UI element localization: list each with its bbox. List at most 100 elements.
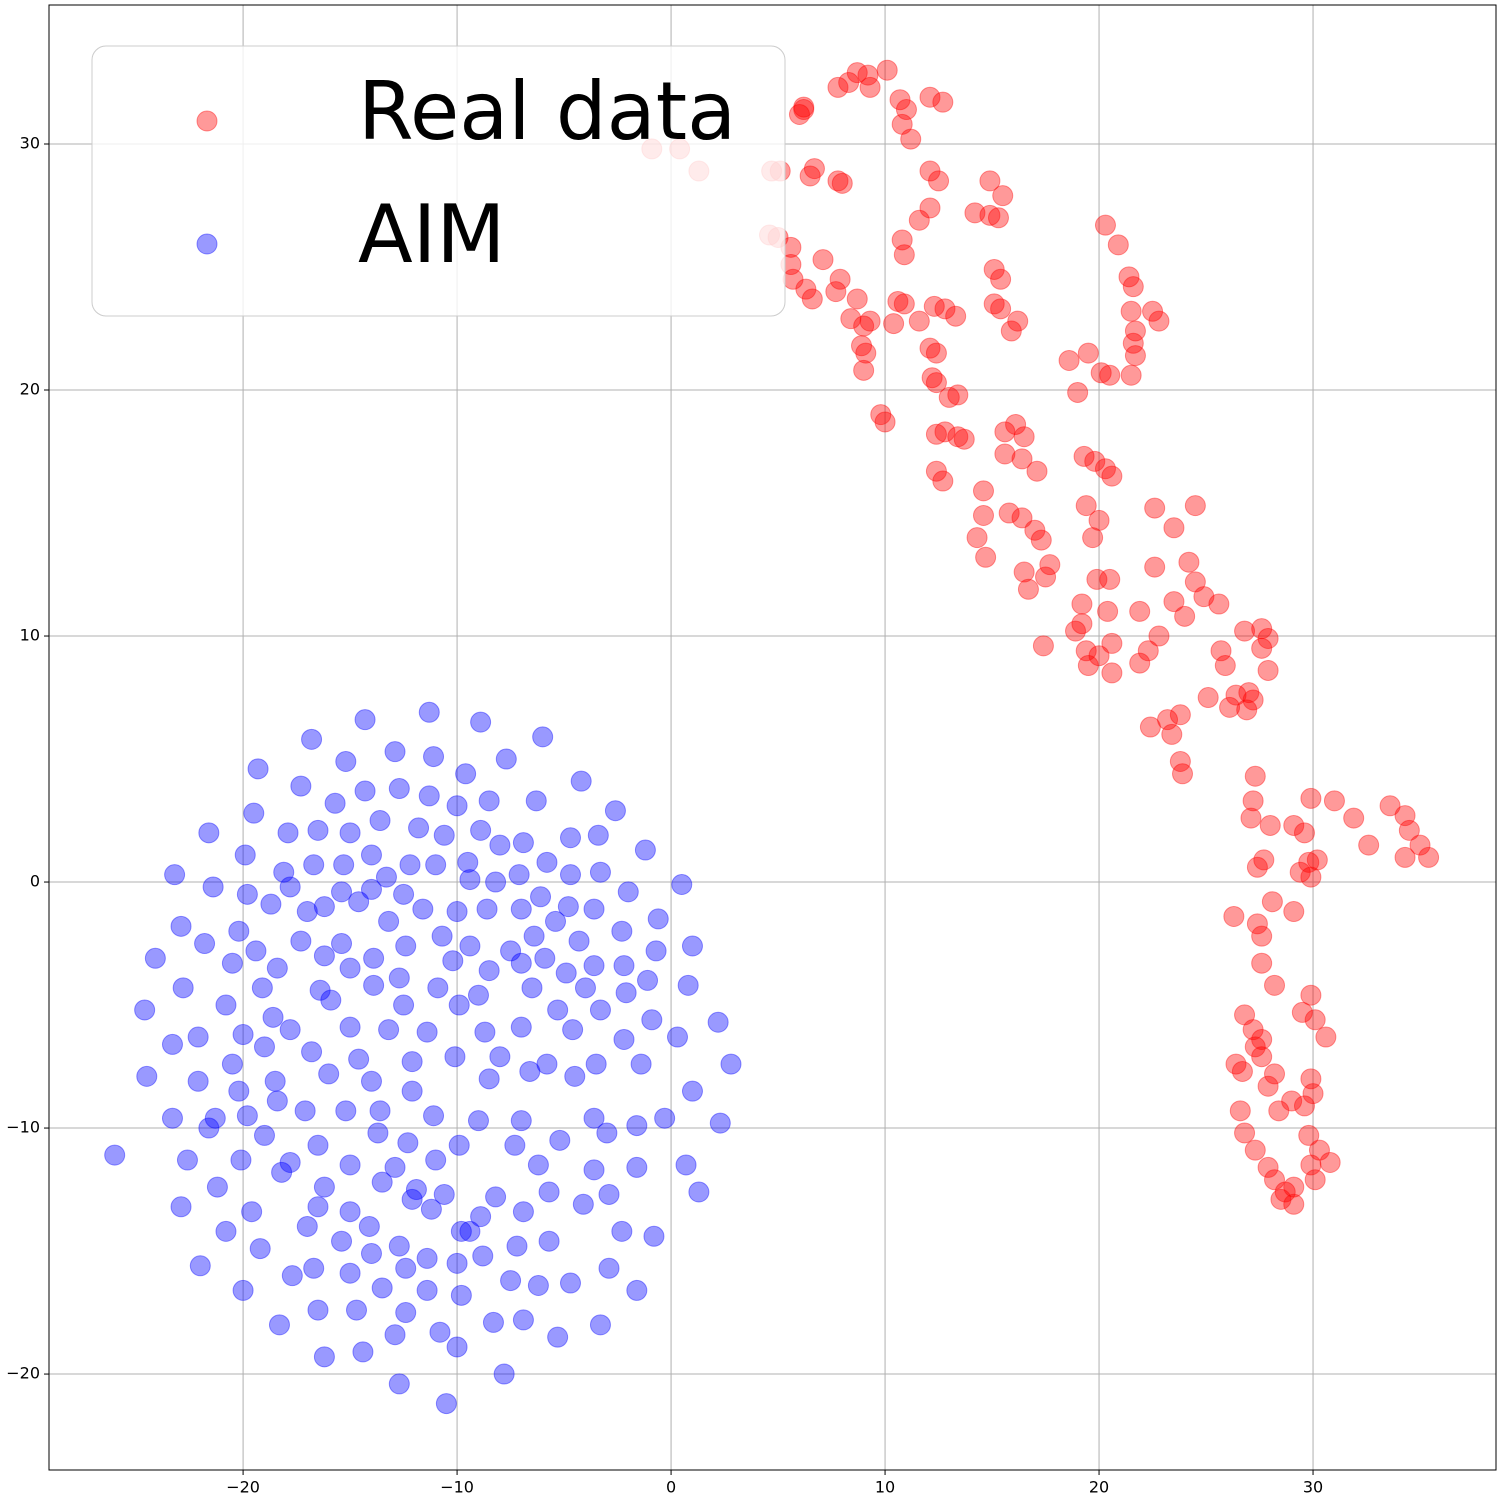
point: [519, 1060, 541, 1082]
point: [795, 278, 817, 300]
legend-label: Real data: [358, 65, 736, 158]
point: [538, 1230, 560, 1252]
point: [1075, 495, 1097, 517]
point: [1107, 234, 1129, 256]
point: [416, 1247, 438, 1269]
point: [645, 940, 667, 962]
point: [401, 1080, 423, 1102]
point: [489, 1046, 511, 1068]
point: [290, 930, 312, 952]
y-tick-label: −10: [6, 1118, 40, 1137]
point: [893, 244, 915, 266]
point: [307, 1299, 329, 1321]
point: [459, 869, 481, 891]
point: [369, 1100, 391, 1122]
point: [1077, 655, 1099, 677]
point: [399, 854, 421, 876]
point: [1124, 320, 1146, 342]
point: [1172, 763, 1194, 785]
point: [228, 920, 250, 942]
point: [331, 933, 353, 955]
point: [1302, 1083, 1324, 1105]
point: [1163, 517, 1185, 539]
point: [339, 1201, 361, 1223]
point: [1358, 834, 1380, 856]
point: [859, 76, 881, 98]
x-tick-label: −20: [226, 1478, 260, 1497]
point: [1210, 640, 1232, 662]
point: [559, 864, 581, 886]
point: [1067, 381, 1089, 403]
point: [450, 1284, 472, 1306]
point: [136, 1065, 158, 1087]
point: [476, 898, 498, 920]
point: [1300, 984, 1322, 1006]
point: [923, 295, 945, 317]
point: [335, 1100, 357, 1122]
point: [990, 298, 1012, 320]
point: [925, 423, 947, 445]
point: [384, 1156, 406, 1178]
point: [1139, 716, 1161, 738]
point: [840, 308, 862, 330]
point: [1094, 458, 1116, 480]
point: [615, 982, 637, 1004]
point: [339, 1016, 361, 1038]
point: [585, 1053, 607, 1075]
point: [478, 960, 500, 982]
point: [945, 305, 967, 327]
point: [891, 229, 913, 251]
point: [393, 883, 415, 905]
point: [318, 1063, 340, 1085]
point: [427, 977, 449, 999]
point: [384, 1324, 406, 1346]
point: [1144, 497, 1166, 519]
point: [482, 1311, 504, 1333]
point: [572, 1193, 594, 1215]
point: [1257, 659, 1279, 681]
point: [268, 1314, 290, 1336]
point: [1120, 300, 1142, 322]
point: [1283, 1193, 1305, 1215]
point: [1240, 807, 1262, 829]
point: [405, 1179, 427, 1201]
point: [919, 197, 941, 219]
point: [1234, 1122, 1256, 1144]
point: [534, 947, 556, 969]
point: [975, 546, 997, 568]
point: [1251, 1028, 1273, 1050]
point: [339, 1262, 361, 1284]
point: [953, 428, 975, 450]
point: [720, 1053, 742, 1075]
legend-marker: [196, 110, 218, 132]
point: [277, 822, 299, 844]
point: [536, 851, 558, 873]
point: [688, 1181, 710, 1203]
point: [589, 999, 611, 1021]
point: [547, 999, 569, 1021]
x-tick-label: 10: [875, 1478, 895, 1497]
point: [446, 901, 468, 923]
point: [333, 854, 355, 876]
point: [1017, 578, 1039, 600]
point: [1005, 413, 1027, 435]
point: [1251, 925, 1273, 947]
point: [895, 99, 917, 121]
point: [313, 896, 335, 918]
point: [1409, 834, 1431, 856]
point: [587, 824, 609, 846]
point: [1234, 1004, 1256, 1026]
legend-marker: [196, 233, 218, 255]
point: [161, 1033, 183, 1055]
point: [384, 741, 406, 763]
point: [189, 1255, 211, 1277]
point: [919, 337, 941, 359]
point: [510, 898, 532, 920]
point: [512, 1201, 534, 1223]
point: [825, 281, 847, 303]
point: [626, 1156, 648, 1178]
point: [1264, 1169, 1286, 1191]
point: [170, 915, 192, 937]
point: [1251, 618, 1273, 640]
point: [589, 861, 611, 883]
